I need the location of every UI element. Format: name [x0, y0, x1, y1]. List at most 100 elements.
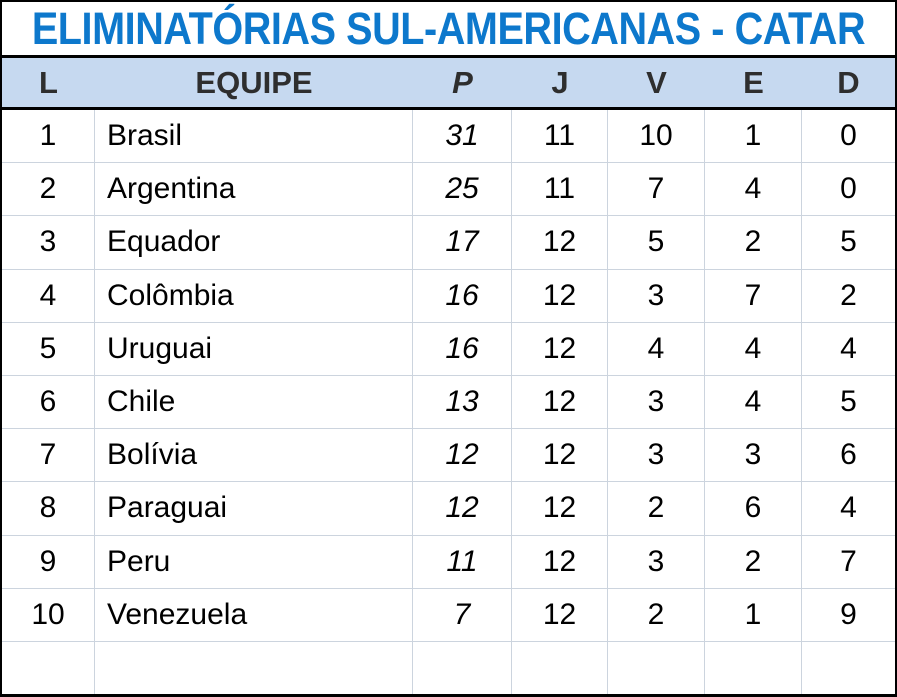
cell-losses[interactable]: 4	[840, 331, 857, 365]
table-row: 1 Brasil 31 11 10 1 0	[2, 110, 895, 164]
empty-cell[interactable]	[512, 641, 608, 695]
cell-team-name[interactable]: Chile	[95, 375, 413, 429]
cell-played[interactable]: 12	[512, 535, 608, 588]
cell-points[interactable]: 16	[413, 322, 512, 375]
cell-losses[interactable]: 5	[840, 225, 857, 259]
table-row: 3 Equador 17 12 5 2 5	[2, 216, 895, 270]
cell-position[interactable]: 4	[2, 269, 95, 322]
cell-losses[interactable]: 9	[840, 597, 857, 631]
column-header-team[interactable]: EQUIPE	[195, 64, 313, 100]
title-bar: ELIMINATÓRIAS SUL-AMERICANAS - CATAR	[2, 2, 895, 58]
cell-wins[interactable]: 5	[608, 216, 705, 269]
table-row: 9 Peru 11 12 3 2 7	[2, 535, 895, 589]
cell-position[interactable]: 6	[2, 375, 95, 429]
table-row: 8 Paraguai 12 12 2 6 4	[2, 482, 895, 536]
cell-team-name[interactable]: Uruguai	[95, 322, 413, 375]
cell-team-name[interactable]: Colômbia	[95, 269, 413, 322]
cell-draws[interactable]: 2	[705, 216, 802, 269]
table-body: 1 Brasil 31 11 10 1 0 2 Argentina 25 11 7 4 0 3 Equador…	[2, 110, 895, 695]
cell-losses[interactable]: 0	[840, 119, 857, 153]
cell-losses[interactable]: 0	[840, 172, 857, 206]
table-row: 10 Venezuela 7 12 2 1 9	[2, 588, 895, 642]
table-row: 4 Colômbia 16 12 3 7 2	[2, 269, 895, 323]
cell-points[interactable]: 31	[413, 110, 512, 163]
cell-wins[interactable]: 3	[608, 429, 705, 482]
cell-played[interactable]: 12	[512, 216, 608, 269]
cell-played[interactable]: 12	[512, 375, 608, 429]
empty-row	[2, 641, 895, 695]
cell-points[interactable]: 17	[413, 216, 512, 269]
cell-wins[interactable]: 7	[608, 163, 705, 216]
cell-position[interactable]: 9	[2, 535, 95, 588]
cell-losses[interactable]: 5	[840, 385, 857, 419]
cell-wins[interactable]: 10	[608, 110, 705, 163]
column-header-position[interactable]: L	[39, 64, 58, 100]
table-header-row: L EQUIPE P J V E D	[2, 58, 895, 110]
cell-points[interactable]: 16	[413, 269, 512, 322]
cell-team-name[interactable]: Equador	[95, 216, 413, 269]
column-header-played[interactable]: J	[551, 64, 569, 100]
cell-draws[interactable]: 1	[705, 588, 802, 641]
cell-position[interactable]: 5	[2, 322, 95, 375]
empty-cell[interactable]	[802, 642, 895, 694]
column-header-points[interactable]: P	[452, 64, 473, 100]
cell-played[interactable]: 12	[512, 429, 608, 482]
empty-cell[interactable]	[413, 641, 512, 695]
column-header-wins[interactable]: V	[646, 64, 667, 100]
cell-team-name[interactable]: Brasil	[95, 110, 413, 163]
column-header-losses[interactable]: D	[837, 64, 860, 100]
cell-position[interactable]: 3	[2, 216, 95, 269]
cell-losses[interactable]: 7	[840, 544, 857, 578]
empty-cell[interactable]	[705, 641, 802, 695]
empty-cell[interactable]	[608, 641, 705, 695]
cell-points[interactable]: 13	[413, 375, 512, 429]
cell-position[interactable]: 10	[2, 588, 95, 641]
empty-cell[interactable]	[95, 641, 413, 695]
page-title: ELIMINATÓRIAS SUL-AMERICANAS - CATAR	[31, 2, 866, 54]
cell-draws[interactable]: 6	[705, 482, 802, 535]
cell-losses[interactable]: 2	[840, 278, 857, 312]
cell-draws[interactable]: 7	[705, 269, 802, 322]
cell-team-name[interactable]: Peru	[95, 535, 413, 588]
cell-draws[interactable]: 3	[705, 429, 802, 482]
cell-played[interactable]: 12	[512, 269, 608, 322]
cell-draws[interactable]: 4	[705, 163, 802, 216]
cell-draws[interactable]: 1	[705, 110, 802, 163]
cell-losses[interactable]: 6	[840, 438, 857, 472]
cell-wins[interactable]: 2	[608, 482, 705, 535]
cell-played[interactable]: 11	[512, 163, 608, 216]
cell-team-name[interactable]: Argentina	[95, 163, 413, 216]
table-row: 2 Argentina 25 11 7 4 0	[2, 163, 895, 217]
cell-losses[interactable]: 4	[840, 491, 857, 525]
cell-draws[interactable]: 4	[705, 375, 802, 429]
cell-played[interactable]: 11	[512, 110, 608, 163]
cell-position[interactable]: 2	[2, 163, 95, 216]
cell-played[interactable]: 12	[512, 588, 608, 641]
cell-position[interactable]: 8	[2, 482, 95, 535]
cell-wins[interactable]: 3	[608, 375, 705, 429]
cell-position[interactable]: 7	[2, 429, 95, 482]
table-row: 6 Chile 13 12 3 4 5	[2, 375, 895, 430]
cell-wins[interactable]: 3	[608, 269, 705, 322]
column-header-draws[interactable]: E	[743, 64, 764, 100]
cell-wins[interactable]: 4	[608, 322, 705, 375]
cell-points[interactable]: 11	[413, 535, 512, 588]
cell-points[interactable]: 7	[413, 588, 512, 641]
cell-wins[interactable]: 2	[608, 588, 705, 641]
cell-team-name[interactable]: Venezuela	[95, 588, 413, 641]
cell-draws[interactable]: 4	[705, 322, 802, 375]
cell-played[interactable]: 12	[512, 482, 608, 535]
cell-played[interactable]: 12	[512, 322, 608, 375]
cell-position[interactable]: 1	[2, 110, 95, 163]
cell-draws[interactable]: 2	[705, 535, 802, 588]
table-row: 5 Uruguai 16 12 4 4 4	[2, 322, 895, 376]
empty-cell[interactable]	[2, 641, 95, 695]
cell-team-name[interactable]: Bolívia	[95, 429, 413, 482]
table-row: 7 Bolívia 12 12 3 3 6	[2, 429, 895, 483]
cell-points[interactable]: 12	[413, 429, 512, 482]
cell-team-name[interactable]: Paraguai	[95, 482, 413, 535]
cell-points[interactable]: 25	[413, 163, 512, 216]
cell-points[interactable]: 12	[413, 482, 512, 535]
cell-wins[interactable]: 3	[608, 535, 705, 588]
